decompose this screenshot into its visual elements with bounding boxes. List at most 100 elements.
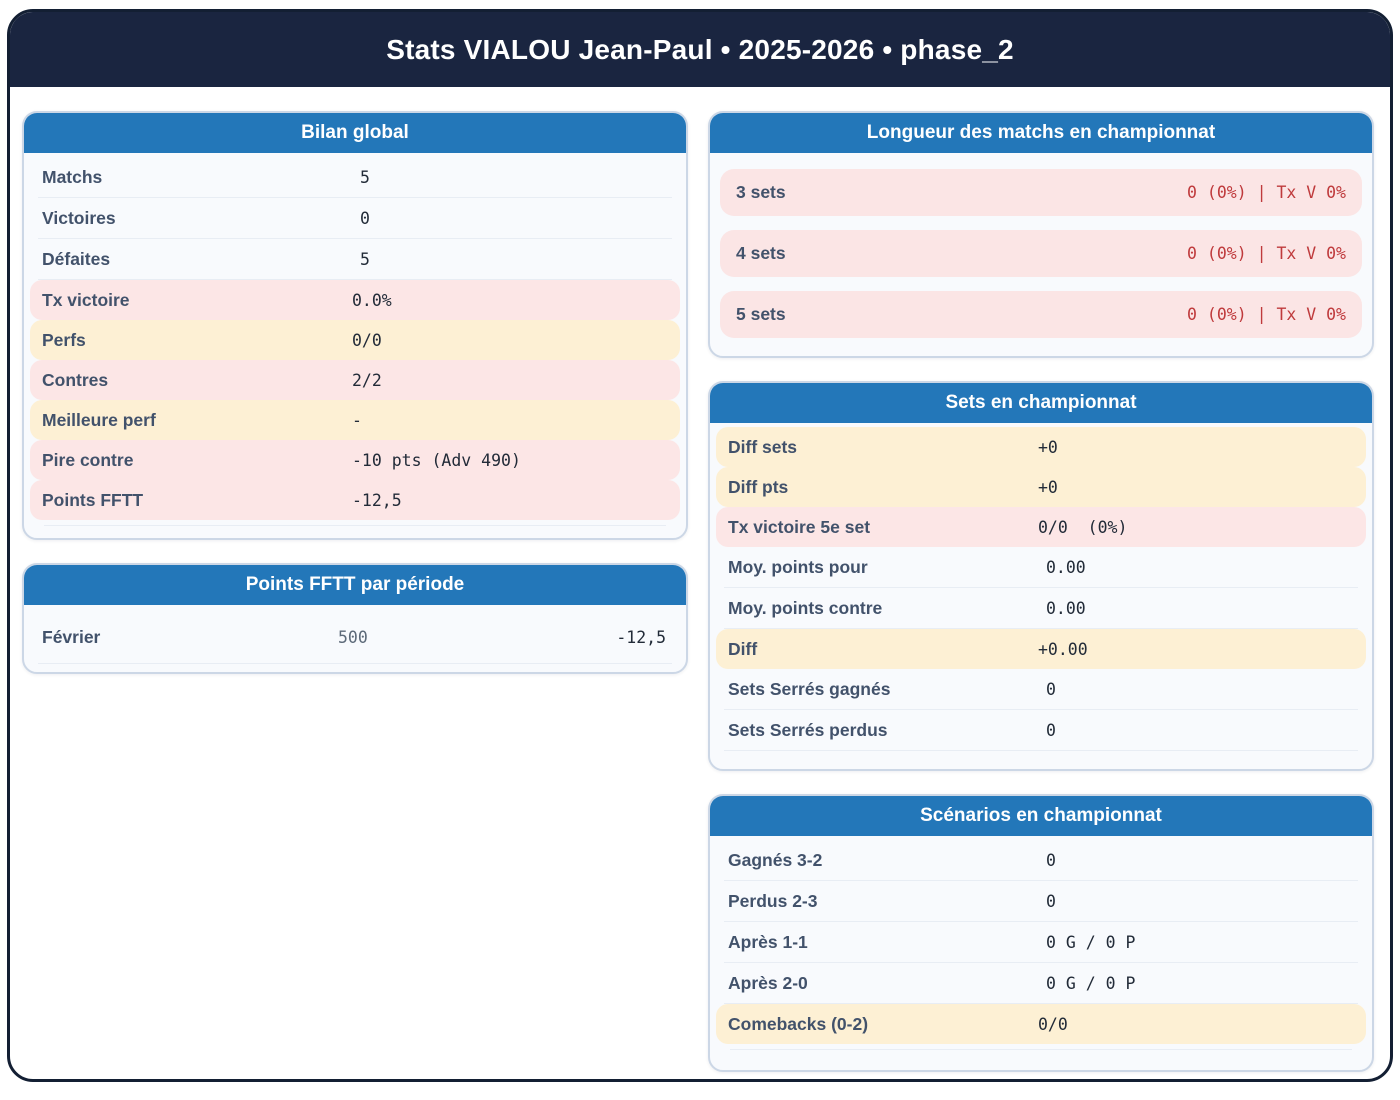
stat-value: 0 (0%) | Tx V 0%	[1187, 305, 1346, 324]
stat-row: Sets Serrés gagnés 0	[724, 669, 1358, 710]
stat-row: Tx victoire 5e set 0/0 (0%)	[716, 507, 1366, 547]
stat-row: Diff +0.00	[716, 629, 1366, 669]
card-title: Scénarios en championnat	[710, 796, 1372, 836]
card-body: Matchs 5 Victoires 0 Défaites 5 Tx victo…	[24, 153, 686, 538]
stat-row: Victoires 0	[38, 198, 672, 239]
stat-row: Moy. points contre 0.00	[724, 588, 1358, 629]
card-title: Bilan global	[24, 113, 686, 153]
card-sets-championnat: Sets en championnat Diff sets +0 Diff pt…	[708, 381, 1374, 771]
card-title: Longueur des matchs en championnat	[710, 113, 1372, 153]
match-length-row: 4 sets 0 (0%) | Tx V 0%	[720, 230, 1362, 277]
stat-row: Diff pts +0	[716, 467, 1366, 507]
stat-row: Après 1-1 0 G / 0 P	[724, 922, 1358, 963]
periode-value: -12,5	[616, 627, 666, 647]
card-title: Points FFTT par période	[24, 565, 686, 605]
stat-label: Défaites	[42, 248, 111, 269]
card-title: Sets en championnat	[710, 383, 1372, 423]
card-scenarios-championnat: Scénarios en championnat Gagnés 3-2 0 Pe…	[708, 794, 1374, 1072]
stat-row: Après 2-0 0 G / 0 P	[724, 963, 1358, 1004]
stat-value: 0.0%	[352, 290, 392, 310]
stat-value: 0	[360, 208, 370, 228]
stat-label: Moy. points contre	[728, 597, 883, 618]
page-title: Stats VIALOU Jean-Paul • 2025-2026 • pha…	[386, 33, 1014, 65]
stat-row: Perdus 2-3 0	[724, 881, 1358, 922]
card-longueur-matchs: Longueur des matchs en championnat 3 set…	[708, 111, 1374, 358]
stat-label: Diff sets	[728, 436, 798, 457]
stat-label: Après 1-1	[728, 931, 808, 952]
stat-value: 0	[1046, 679, 1056, 699]
stat-label: Diff pts	[728, 476, 789, 497]
left-column: Bilan global Matchs 5 Victoires 0 Défait…	[22, 111, 688, 1072]
card-body: Février 500 -12,5	[24, 605, 686, 672]
stat-label: Après 2-0	[728, 972, 808, 993]
match-length-row: 3 sets 0 (0%) | Tx V 0%	[720, 169, 1362, 216]
divider	[44, 525, 666, 526]
stat-row: Comebacks (0-2) 0/0	[716, 1004, 1366, 1044]
card-body: Diff sets +0 Diff pts +0 Tx victoire 5e …	[710, 423, 1372, 769]
stat-row: Meilleure perf -	[30, 400, 680, 440]
stat-row: Tx victoire 0.0%	[30, 280, 680, 320]
report-content: Bilan global Matchs 5 Victoires 0 Défait…	[10, 87, 1390, 1072]
stat-row: Gagnés 3-2 0	[724, 840, 1358, 881]
stat-row: Matchs 5	[38, 157, 672, 198]
stat-row: Diff sets +0	[716, 427, 1366, 467]
stat-value: +0.00	[1038, 639, 1088, 659]
stat-value: 0 (0%) | Tx V 0%	[1187, 183, 1346, 202]
stat-value: 0 G / 0 P	[1046, 973, 1136, 993]
stat-row: Points FFTT -12,5	[30, 480, 680, 520]
stat-label: Sets Serrés perdus	[728, 719, 888, 740]
stat-label: Moy. points pour	[728, 556, 868, 577]
stat-value: -12,5	[352, 490, 402, 510]
stat-row: Défaites 5	[38, 239, 672, 280]
stat-value: 0	[1046, 720, 1056, 740]
stat-label: Matchs	[42, 166, 103, 187]
stat-row: Moy. points pour 0.00	[724, 547, 1358, 588]
periode-points: 500	[338, 627, 368, 647]
stat-value: 5	[360, 249, 370, 269]
stat-label: Perfs	[42, 329, 86, 350]
stat-value: 0/0	[352, 330, 382, 350]
stat-label: Tx victoire	[42, 289, 130, 310]
divider	[730, 1049, 1352, 1050]
stat-label: Victoires	[42, 207, 116, 228]
stat-label: Points FFTT	[42, 489, 144, 510]
stat-value: +0	[1038, 477, 1058, 497]
stat-value: 5	[360, 167, 370, 187]
report-page: Stats VIALOU Jean-Paul • 2025-2026 • pha…	[7, 9, 1393, 1082]
card-body: Gagnés 3-2 0 Perdus 2-3 0 Après 1-1 0 G …	[710, 836, 1372, 1070]
stat-value: 2/2	[352, 370, 382, 390]
stat-value: 0/0	[1038, 1014, 1068, 1034]
stat-value: -	[352, 410, 362, 430]
stat-value: 0 G / 0 P	[1046, 932, 1136, 952]
stat-label: Perdus 2-3	[728, 890, 818, 911]
stat-value: 0.00	[1046, 598, 1086, 618]
stat-value: 0 (0%) | Tx V 0%	[1187, 244, 1346, 263]
stat-row: Pire contre -10 pts (Adv 490)	[30, 440, 680, 480]
stat-value: -10 pts (Adv 490)	[352, 450, 521, 470]
stat-label: Diff	[728, 638, 758, 659]
stat-value: 0	[1046, 891, 1056, 911]
card-body: 3 sets 0 (0%) | Tx V 0% 4 sets 0 (0%) | …	[710, 153, 1372, 356]
stat-row: Contres 2/2	[30, 360, 680, 400]
right-column: Longueur des matchs en championnat 3 set…	[708, 111, 1374, 1072]
card-bilan-global: Bilan global Matchs 5 Victoires 0 Défait…	[22, 111, 688, 540]
stat-row: Sets Serrés perdus 0	[724, 710, 1358, 751]
stat-row: Perfs 0/0	[30, 320, 680, 360]
stat-value: 0.00	[1046, 557, 1086, 577]
report-title-bar: Stats VIALOU Jean-Paul • 2025-2026 • pha…	[10, 12, 1390, 87]
stat-label: Tx victoire 5e set	[728, 516, 871, 537]
stat-value: +0	[1038, 437, 1058, 457]
card-points-fftt-periode: Points FFTT par période Février 500 -12,…	[22, 563, 688, 674]
stat-label: Gagnés 3-2	[728, 849, 823, 870]
stat-label: Contres	[42, 369, 109, 390]
stat-value: 0	[1046, 850, 1056, 870]
stat-label: Comebacks (0-2)	[728, 1013, 869, 1034]
stat-label: Sets Serrés gagnés	[728, 678, 891, 699]
match-length-row: 5 sets 0 (0%) | Tx V 0%	[720, 291, 1362, 338]
stat-value: 0/0 (0%)	[1038, 517, 1128, 537]
stat-label: 5 sets	[736, 304, 786, 324]
periode-label: Février	[42, 626, 101, 647]
stat-label: 4 sets	[736, 243, 786, 263]
stat-label: Meilleure perf	[42, 409, 156, 430]
stat-label: 3 sets	[736, 182, 786, 202]
